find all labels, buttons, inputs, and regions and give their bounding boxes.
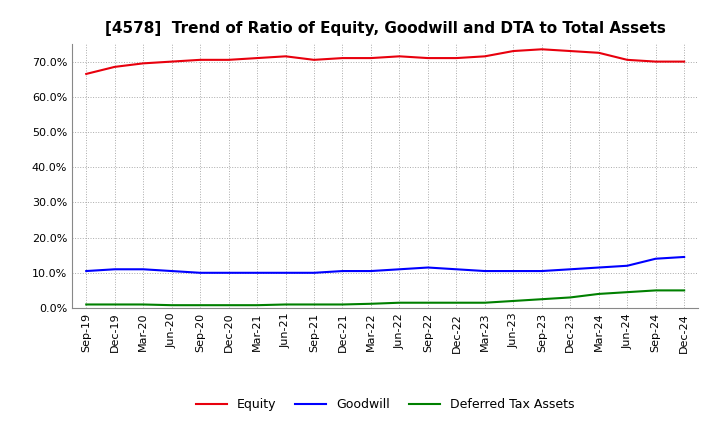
- Goodwill: [623, 263, 631, 268]
- Goodwill: [167, 268, 176, 274]
- Equity: [167, 59, 176, 64]
- Deferred Tax Assets: [595, 291, 603, 297]
- Deferred Tax Assets: [82, 302, 91, 307]
- Deferred Tax Assets: [395, 300, 404, 305]
- Title: [4578]  Trend of Ratio of Equity, Goodwill and DTA to Total Assets: [4578] Trend of Ratio of Equity, Goodwil…: [105, 21, 665, 36]
- Deferred Tax Assets: [366, 301, 375, 306]
- Equity: [110, 64, 119, 70]
- Equity: [680, 59, 688, 64]
- Legend: Equity, Goodwill, Deferred Tax Assets: Equity, Goodwill, Deferred Tax Assets: [191, 393, 580, 416]
- Equity: [652, 59, 660, 64]
- Equity: [537, 47, 546, 52]
- Deferred Tax Assets: [423, 300, 432, 305]
- Goodwill: [139, 267, 148, 272]
- Goodwill: [537, 268, 546, 274]
- Equity: [253, 55, 261, 61]
- Deferred Tax Assets: [253, 303, 261, 308]
- Goodwill: [452, 267, 461, 272]
- Deferred Tax Assets: [537, 297, 546, 302]
- Equity: [82, 71, 91, 77]
- Goodwill: [595, 265, 603, 270]
- Goodwill: [110, 267, 119, 272]
- Goodwill: [509, 268, 518, 274]
- Goodwill: [253, 270, 261, 275]
- Deferred Tax Assets: [110, 302, 119, 307]
- Deferred Tax Assets: [652, 288, 660, 293]
- Equity: [452, 55, 461, 61]
- Deferred Tax Assets: [338, 302, 347, 307]
- Deferred Tax Assets: [167, 303, 176, 308]
- Deferred Tax Assets: [452, 300, 461, 305]
- Deferred Tax Assets: [623, 290, 631, 295]
- Line: Equity: Equity: [86, 49, 684, 74]
- Goodwill: [566, 267, 575, 272]
- Goodwill: [310, 270, 318, 275]
- Goodwill: [423, 265, 432, 270]
- Goodwill: [680, 254, 688, 260]
- Deferred Tax Assets: [566, 295, 575, 300]
- Deferred Tax Assets: [480, 300, 489, 305]
- Equity: [395, 54, 404, 59]
- Goodwill: [282, 270, 290, 275]
- Line: Deferred Tax Assets: Deferred Tax Assets: [86, 290, 684, 305]
- Deferred Tax Assets: [282, 302, 290, 307]
- Goodwill: [480, 268, 489, 274]
- Goodwill: [225, 270, 233, 275]
- Goodwill: [366, 268, 375, 274]
- Equity: [282, 54, 290, 59]
- Equity: [366, 55, 375, 61]
- Equity: [509, 48, 518, 54]
- Equity: [566, 48, 575, 54]
- Equity: [310, 57, 318, 62]
- Equity: [480, 54, 489, 59]
- Goodwill: [82, 268, 91, 274]
- Equity: [196, 57, 204, 62]
- Deferred Tax Assets: [196, 303, 204, 308]
- Equity: [595, 50, 603, 55]
- Goodwill: [196, 270, 204, 275]
- Equity: [423, 55, 432, 61]
- Deferred Tax Assets: [139, 302, 148, 307]
- Goodwill: [652, 256, 660, 261]
- Deferred Tax Assets: [225, 303, 233, 308]
- Equity: [139, 61, 148, 66]
- Goodwill: [395, 267, 404, 272]
- Goodwill: [338, 268, 347, 274]
- Deferred Tax Assets: [680, 288, 688, 293]
- Equity: [338, 55, 347, 61]
- Equity: [623, 57, 631, 62]
- Deferred Tax Assets: [310, 302, 318, 307]
- Deferred Tax Assets: [509, 298, 518, 304]
- Line: Goodwill: Goodwill: [86, 257, 684, 273]
- Equity: [225, 57, 233, 62]
